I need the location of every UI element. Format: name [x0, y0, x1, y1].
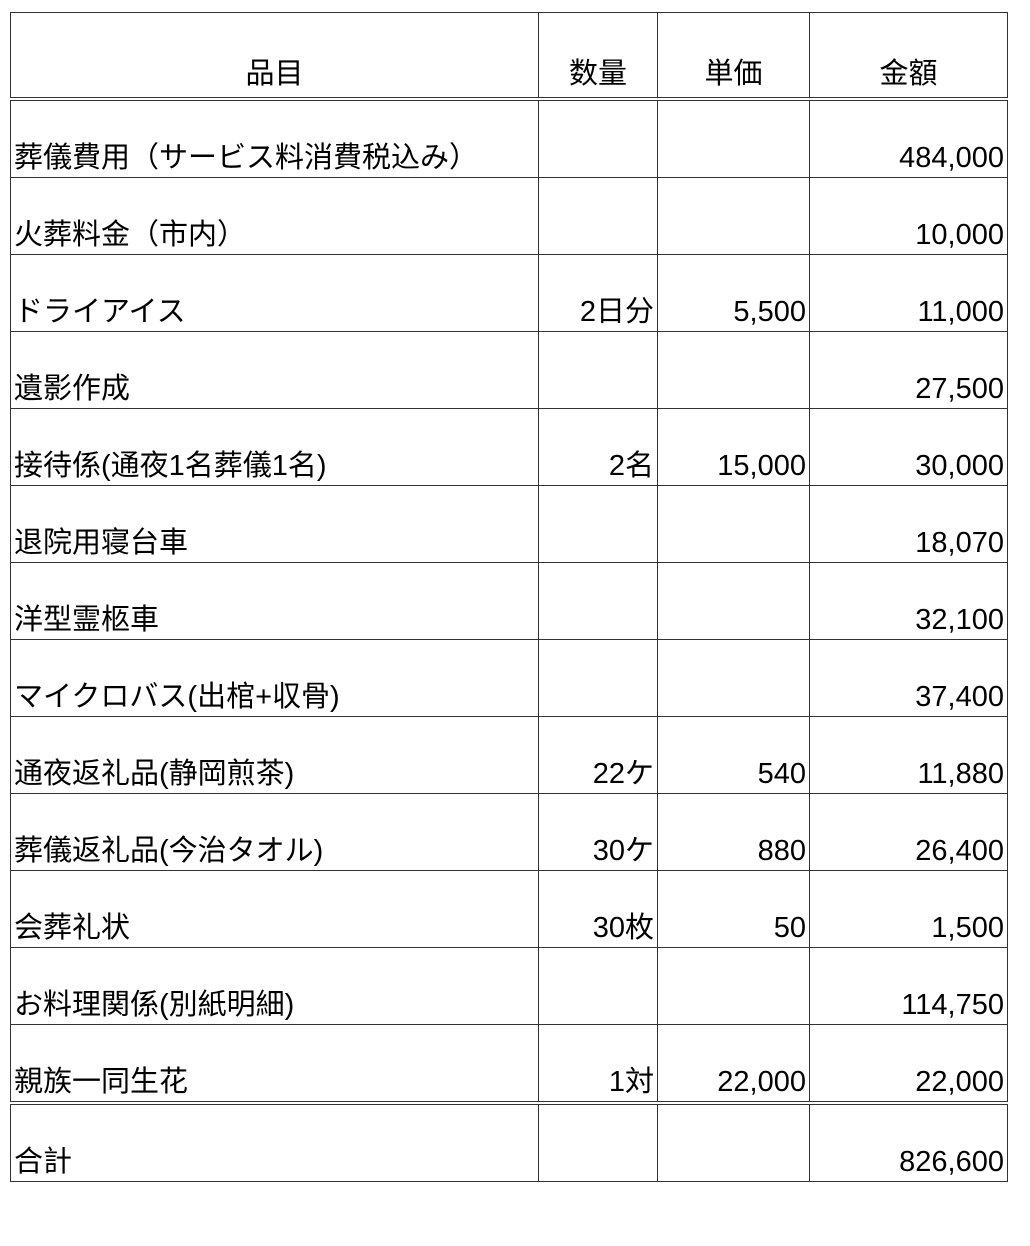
unit-price-cell: 5,500 [657, 254, 810, 332]
quantity-cell [538, 639, 658, 717]
table-row: 火葬料金（市内） 10,000 [10, 177, 1008, 255]
header-quantity: 数量 [538, 12, 658, 101]
quantity-cell: 30ケ [538, 793, 658, 871]
unit-price-cell: 15,000 [657, 408, 810, 486]
quantity-cell: 22ケ [538, 716, 658, 794]
amount-cell: 10,000 [809, 177, 1008, 255]
amount-cell: 11,000 [809, 254, 1008, 332]
item-cell: ドライアイス [10, 254, 539, 332]
amount-cell: 18,070 [809, 485, 1008, 563]
unit-price-cell: 880 [657, 793, 810, 871]
item-cell: 会葬礼状 [10, 870, 539, 948]
table-row: 遺影作成 27,500 [10, 331, 1008, 409]
table-row: お料理関係(別紙明細) 114,750 [10, 947, 1008, 1025]
unit-price-cell: 50 [657, 870, 810, 948]
unit-price-cell [657, 947, 810, 1025]
total-amount: 826,600 [809, 1102, 1008, 1182]
amount-cell: 27,500 [809, 331, 1008, 409]
item-cell: 通夜返礼品(静岡煎茶) [10, 716, 539, 794]
table-row: 葬儀費用（サービス料消費税込み） 484,000 [10, 98, 1008, 178]
amount-cell: 30,000 [809, 408, 1008, 486]
amount-cell: 114,750 [809, 947, 1008, 1025]
total-label: 合計 [10, 1102, 539, 1182]
unit-price-cell [657, 177, 810, 255]
unit-price-cell [657, 98, 810, 178]
unit-price-cell [657, 485, 810, 563]
table-row: 会葬礼状 30枚 50 1,500 [10, 870, 1008, 948]
item-cell: 接待係(通夜1名葬儀1名) [10, 408, 539, 486]
amount-cell: 32,100 [809, 562, 1008, 640]
quantity-cell [538, 947, 658, 1025]
cost-table: 品目 数量 単価 金額 葬儀費用（サービス料消費税込み） 484,000 火葬料金（… [10, 12, 1008, 1182]
quantity-cell [538, 331, 658, 409]
unit-price-cell: 540 [657, 716, 810, 794]
amount-cell: 22,000 [809, 1024, 1008, 1105]
item-cell: 退院用寝台車 [10, 485, 539, 563]
item-cell: 洋型霊柩車 [10, 562, 539, 640]
quantity-cell [538, 1102, 658, 1182]
table-row: ドライアイス 2日分 5,500 11,000 [10, 254, 1008, 332]
item-cell: マイクロバス(出棺+収骨) [10, 639, 539, 717]
amount-cell: 26,400 [809, 793, 1008, 871]
header-row: 品目 数量 単価 金額 [10, 12, 1008, 101]
table-row: 通夜返礼品(静岡煎茶) 22ケ 540 11,880 [10, 716, 1008, 794]
quantity-cell [538, 485, 658, 563]
unit-price-cell [657, 562, 810, 640]
table-row: 葬儀返礼品(今治タオル) 30ケ 880 26,400 [10, 793, 1008, 871]
item-cell: 葬儀費用（サービス料消費税込み） [10, 98, 539, 178]
unit-price-cell: 22,000 [657, 1024, 810, 1105]
item-cell: お料理関係(別紙明細) [10, 947, 539, 1025]
header-unit-price: 単価 [657, 12, 810, 101]
amount-cell: 37,400 [809, 639, 1008, 717]
unit-price-cell [657, 331, 810, 409]
quantity-cell [538, 98, 658, 178]
table-row: 接待係(通夜1名葬儀1名) 2名 15,000 30,000 [10, 408, 1008, 486]
quantity-cell: 2名 [538, 408, 658, 486]
item-cell: 遺影作成 [10, 331, 539, 409]
amount-cell: 11,880 [809, 716, 1008, 794]
item-cell: 葬儀返礼品(今治タオル) [10, 793, 539, 871]
quantity-cell [538, 177, 658, 255]
item-cell: 火葬料金（市内） [10, 177, 539, 255]
total-row: 合計 826,600 [10, 1102, 1008, 1182]
amount-cell: 484,000 [809, 98, 1008, 178]
table-row: 退院用寝台車 18,070 [10, 485, 1008, 563]
table-row: 親族一同生花 1対 22,000 22,000 [10, 1024, 1008, 1105]
unit-price-cell [657, 639, 810, 717]
quantity-cell: 1対 [538, 1024, 658, 1105]
table-row: マイクロバス(出棺+収骨) 37,400 [10, 639, 1008, 717]
item-cell: 親族一同生花 [10, 1024, 539, 1105]
table-row: 洋型霊柩車 32,100 [10, 562, 1008, 640]
quantity-cell: 2日分 [538, 254, 658, 332]
quantity-cell: 30枚 [538, 870, 658, 948]
unit-price-cell [657, 1102, 810, 1182]
header-item: 品目 [10, 12, 539, 101]
amount-cell: 1,500 [809, 870, 1008, 948]
quantity-cell [538, 562, 658, 640]
header-amount: 金額 [809, 12, 1008, 101]
